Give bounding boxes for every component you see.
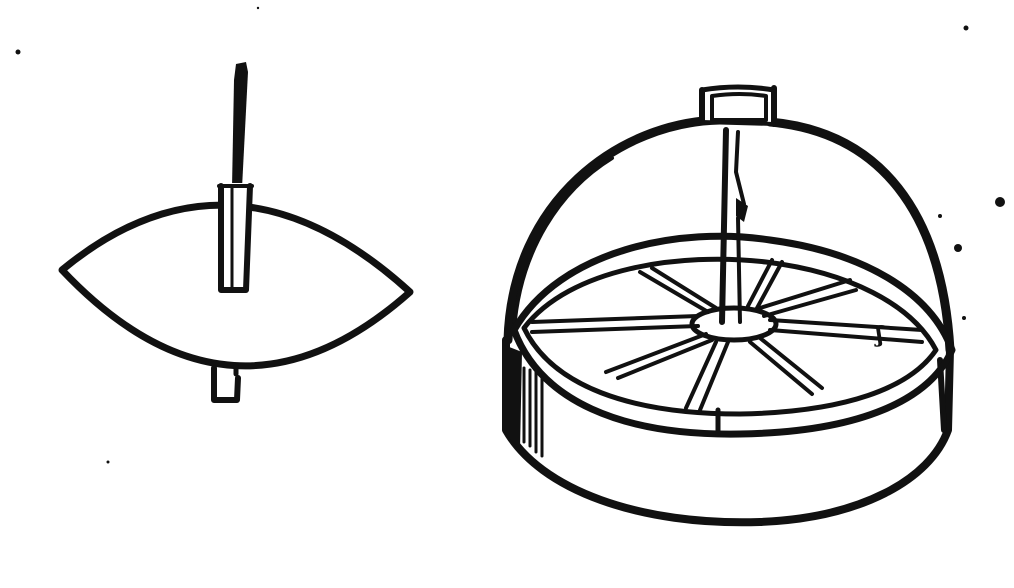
right-center-hub — [689, 305, 779, 343]
ray-5 — [746, 258, 784, 312]
right-ring-rim — [510, 232, 956, 438]
left-bottom-pin — [211, 363, 241, 403]
card-mark-label: ʃ — [874, 322, 885, 348]
ray-4 — [758, 278, 858, 318]
right-dome-cover — [503, 115, 955, 355]
right-top-cap — [699, 84, 777, 127]
right-needle — [719, 127, 748, 325]
ink-specks — [15, 6, 1005, 464]
ray-3 — [638, 266, 718, 314]
right-device: ʃ — [502, 84, 956, 527]
ray-2 — [768, 318, 924, 344]
ray-6 — [604, 332, 714, 380]
right-compass-card: ʃ — [530, 258, 924, 412]
left-needle-socket — [217, 183, 254, 293]
ray-8 — [684, 340, 730, 412]
ray-7 — [748, 336, 824, 396]
left-device — [58, 62, 414, 403]
ray-1 — [530, 314, 700, 334]
left-pivot-needle — [232, 62, 248, 188]
left-lens-card — [58, 201, 414, 370]
